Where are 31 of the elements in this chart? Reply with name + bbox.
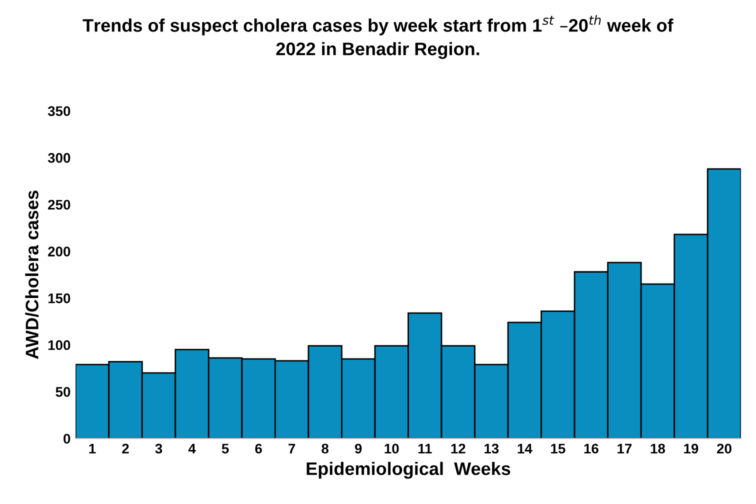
x-tick-label: 9 bbox=[354, 444, 362, 454]
x-tick-label: 14 bbox=[518, 444, 532, 454]
x-tick-label: 12 bbox=[451, 444, 466, 454]
chart-title: Trends of suspect cholera cases by week start from 1$^{st}$ –20$^{th}$ week of 2022 in Benadir Region. bbox=[82, 15, 674, 59]
x-tick-label: 8 bbox=[322, 444, 329, 454]
x-tick-label: 15 bbox=[551, 444, 566, 454]
x-tick-label: 16 bbox=[584, 444, 598, 454]
x-tick-label: 6 bbox=[255, 444, 262, 454]
x-tick-label: 13 bbox=[484, 444, 499, 454]
y-axis-title: AWD/Cholera cases bbox=[25, 190, 39, 360]
y-tick-label: 150 bbox=[48, 293, 70, 304]
x-tick-label: 19 bbox=[684, 444, 698, 454]
x-tick-label: 5 bbox=[222, 444, 229, 454]
x-tick-label: 20 bbox=[717, 444, 732, 454]
x-tick-label: 18 bbox=[650, 444, 666, 454]
y-tick-label: 50 bbox=[56, 387, 70, 397]
x-axis-title: Epidemiological Weeks bbox=[306, 462, 510, 479]
x-tick-label: 4 bbox=[188, 444, 196, 454]
x-tick-label: 7 bbox=[288, 444, 296, 454]
y-tick-label: 0 bbox=[64, 434, 70, 444]
y-tick-label: 250 bbox=[48, 200, 70, 210]
x-tick-label: 1 bbox=[89, 444, 96, 454]
y-tick-label: 200 bbox=[48, 246, 70, 256]
x-tick-label: 11 bbox=[418, 444, 432, 454]
y-tick-label: 350 bbox=[48, 106, 70, 116]
y-tick-label: 300 bbox=[48, 153, 70, 163]
x-tick-label: 2 bbox=[122, 444, 129, 454]
x-tick-label: 17 bbox=[618, 444, 632, 454]
y-tick-label: 100 bbox=[48, 340, 70, 350]
x-tick-label: 3 bbox=[155, 444, 162, 454]
x-tick-label: 10 bbox=[384, 444, 399, 454]
